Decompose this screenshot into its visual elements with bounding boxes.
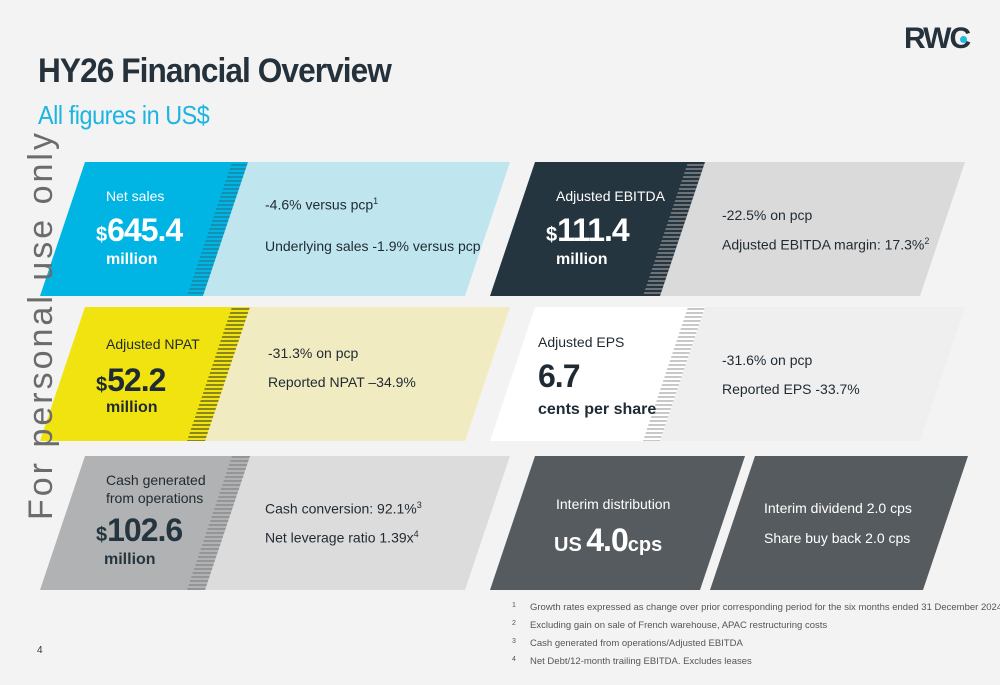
cash-detail-panel — [165, 456, 510, 590]
cash-label-line1: Cash generated — [106, 472, 206, 488]
side-watermark-text: For personal use only — [22, 130, 60, 520]
npat-value: $52.2 — [96, 362, 166, 398]
page-title: HY26 Financial Overview — [38, 52, 392, 90]
eps-change: -31.6% on pcp — [722, 352, 813, 368]
distribution-panel — [490, 456, 745, 590]
ebitda-change: -22.5% on pcp — [722, 207, 813, 223]
net-sales-unit: million — [106, 251, 158, 268]
distribution-label: Interim distribution — [556, 496, 671, 512]
eps-reported: Reported EPS -33.7% — [722, 381, 860, 397]
ebitda-panel — [490, 162, 705, 296]
npat-unit: million — [106, 399, 158, 416]
eps-unit: cents per share — [538, 401, 657, 418]
eps-hatch — [643, 307, 705, 441]
page-subtitle: All figures in US$ — [38, 100, 210, 130]
dividend-panel — [710, 456, 968, 590]
cash-hatch — [187, 456, 250, 590]
npat-change: -31.3% on pcp — [268, 345, 359, 361]
npat-reported: Reported NPAT –34.9% — [268, 374, 416, 390]
eps-detail-panel — [615, 307, 965, 441]
page-number: 4 — [37, 645, 43, 656]
net-sales-panel — [40, 162, 248, 296]
net-leverage: Net leverage ratio 1.39x4 — [265, 529, 419, 546]
npat-label: Adjusted NPAT — [106, 336, 200, 352]
eps-value: 6.7 — [538, 358, 580, 394]
cash-conversion: Cash conversion: 92.1%3 — [265, 500, 422, 517]
rwc-logo: RWC — [904, 22, 971, 55]
footnote: 2 Excluding gain on sale of French wareho… — [512, 620, 828, 631]
ebitda-value: $111.4 — [546, 212, 630, 248]
eps-label: Adjusted EPS — [538, 334, 625, 350]
npat-panel — [40, 307, 250, 441]
net-sales-value: $645.4 — [96, 212, 183, 248]
cash-panel — [40, 456, 250, 590]
eps-panel — [490, 307, 705, 441]
ebitda-unit: million — [556, 251, 608, 268]
ebitda-margin: Adjusted EBITDA margin: 17.3%2 — [722, 236, 930, 253]
net-sales-hatch — [187, 162, 248, 296]
cash-unit: million — [104, 551, 156, 568]
net-sales-underlying: Underlying sales -1.9% versus pcp — [265, 238, 481, 254]
ebitda-hatch — [643, 162, 705, 296]
distribution-value: US 4.0cps — [554, 522, 663, 558]
interim-dividend: Interim dividend 2.0 cps — [764, 500, 912, 516]
npat-detail-panel — [165, 307, 510, 441]
cash-label-line2: from operations — [106, 490, 204, 506]
net-sales-label: Net sales — [106, 188, 165, 204]
footnote: 4 Net Debt/12-month trailing EBITDA. Excl… — [512, 656, 752, 667]
share-buyback: Share buy back 2.0 cps — [764, 530, 911, 546]
net-sales-detail-panel — [165, 162, 510, 296]
npat-hatch — [187, 307, 250, 441]
ebitda-detail-panel — [615, 162, 965, 296]
cash-value: $102.6 — [96, 512, 183, 548]
ebitda-label: Adjusted EBITDA — [556, 188, 665, 204]
footnote: 3 Cash generated from operations/Adjusted… — [512, 638, 743, 649]
footnote: 1 Growth rates expressed as change over p… — [512, 602, 1000, 613]
net-sales-change: -4.6% versus pcp1 — [265, 196, 379, 213]
